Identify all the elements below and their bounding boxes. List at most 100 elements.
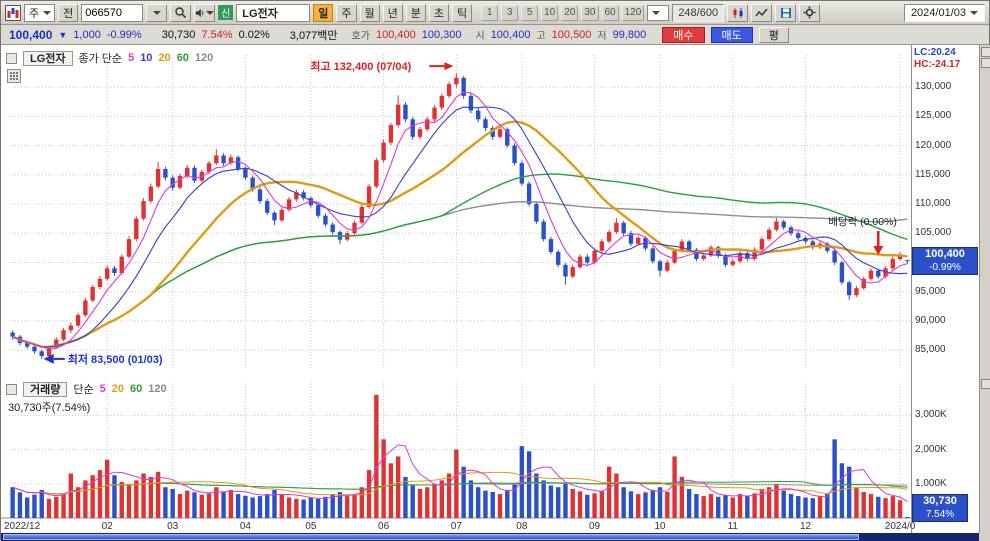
hoga-label: 호가 [351,31,370,42]
turnover-pct: 0.02% [238,28,270,41]
x-axis-label: 11 [727,521,738,532]
x-axis-label: 08 [516,521,528,532]
price-chart[interactable]: 최고 132,400 (07/04) 최저 83,500 (01/03) 배당락 (… [1,45,990,377]
save-button[interactable] [775,3,797,22]
timeframe-tick-button[interactable]: 틱 [452,3,473,22]
app-icon [5,4,21,21]
buy-button[interactable]: 매수 [662,26,705,43]
collapse-icon[interactable] [6,383,17,395]
interval-button-120[interactable]: 120 [621,4,645,21]
interval-button-10[interactable]: 10 [541,4,559,21]
x-axis-label: 04 [239,521,251,532]
bar-counter: 248/600 [672,3,725,22]
right-scroll-strip[interactable] [979,45,990,533]
collapse-icon[interactable] [6,52,17,64]
vol-ma20-label: 20 [111,383,124,395]
volume-chart[interactable] [1,377,990,519]
stock-code-input[interactable] [81,3,144,22]
sell-button[interactable]: 매도 [710,26,753,43]
x-axis-label: 09 [589,521,601,532]
badge-volume: 30,730 [923,494,957,507]
chevron-down-icon [152,10,161,19]
speaker-icon [196,8,204,17]
vol-ma120-label: 120 [148,383,167,395]
open-label: 시 [475,31,485,42]
quote-bar: 100,400 ▼ 1,000 -0.99% 30,730 7.54% 0.02… [1,25,989,45]
avg-button[interactable]: 평 [758,26,789,43]
high-label: 고 [536,31,546,42]
interval-button-5[interactable]: 5 [521,4,539,21]
timeframe-day-button[interactable]: 일 [313,3,334,22]
chevron-down-icon [652,10,661,19]
lc-label: LC:20.24 [914,47,956,58]
timeframe-month-button[interactable]: 월 [359,3,380,22]
x-axis-label: 06 [378,521,390,532]
interval-button-1[interactable]: 1 [481,4,499,21]
interval-button-30[interactable]: 30 [581,4,599,21]
timeframe-week-button[interactable]: 주 [336,3,357,22]
ma60-label: 60 [176,52,189,64]
volume-current-label: 30,730주(7.54%) [8,399,90,415]
volume-value: 30,730 [161,28,196,41]
current-volume-badge: 30,730 7.54% [912,493,968,522]
price-legend-title: LG전자 [23,50,73,66]
stock-name-field: LG전자 [236,3,311,22]
asset-type-value: 주 [29,7,40,20]
search-button[interactable] [170,3,192,22]
open-price: 100,400 [490,28,531,41]
save-icon [780,7,791,18]
low-annotation: 최저 83,500 (01/03) [68,352,163,366]
x-axis-label: 12 [799,521,812,532]
jun-button[interactable]: 전 [58,3,79,22]
date-field[interactable]: 2024/01/03 [903,3,985,22]
chevron-down-icon [43,10,52,19]
volume-current-value: 30,730주(7.54%) [8,402,91,414]
code-dropdown-button[interactable] [146,3,168,22]
high-annotation: 최고 132,400 (07/04) [310,59,411,73]
x-axis-label: 05 [305,521,317,532]
ask-price: 100,400 [375,28,416,41]
volume-axis-button[interactable] [981,379,990,389]
chevron-down-icon [206,10,215,19]
resize-corner [979,533,990,541]
price-change-pct: -0.99% [106,28,142,41]
vol-ma60-label: 60 [130,383,143,395]
badge-price: 100,400 [925,248,965,261]
line-chart-icon [755,8,768,16]
price-change: 1,000 [73,28,101,41]
trade-value: 3,077백만 [289,29,338,42]
axis-separator [911,45,912,533]
vol-ma5-label: 5 [99,383,106,395]
low-arrow-icon [43,353,54,364]
interval-button-60[interactable]: 60 [601,4,619,21]
dividend-annotation: 배당락 (0.00%) [828,216,897,228]
badge-price-pct: -0.99% [929,262,961,274]
current-price: 100,400 [9,27,53,42]
down-arrow-icon: ▼ [58,29,68,40]
toolbar: 주 전 신 LG전자 일 주 월 년 분 초 틱 1 3 5 10 20 30 … [1,1,989,25]
timeframe-second-button[interactable]: 초 [428,3,449,22]
date-value: 2024/01/03 [910,6,966,19]
x-axis-label: 03 [167,521,179,532]
interval-button-20[interactable]: 20 [561,4,579,21]
axis-zoom-out-button[interactable] [981,58,990,68]
axis-zoom-in-button[interactable] [981,47,990,57]
interval-combo[interactable] [647,4,670,21]
settings-button[interactable] [799,3,821,22]
sound-button[interactable] [194,3,216,22]
scrollbar-thumb[interactable] [3,534,859,540]
volume-ratio: 7.54% [201,28,233,41]
candle-style-button[interactable] [727,3,749,22]
timeframe-year-button[interactable]: 년 [382,3,403,22]
line-style-button[interactable] [751,3,773,22]
x-axis-label: 2022/12 [4,521,41,532]
interval-button-3[interactable]: 3 [501,4,519,21]
asset-type-combo[interactable]: 주 [24,3,56,22]
price-legend: LG전자 종가 단순 5 10 20 60 120 [6,50,213,66]
x-axis-label: 2024/0 [884,521,916,532]
high-price: 100,500 [551,28,592,41]
bid-price: 100,300 [421,28,462,41]
candlestick-icon [733,7,743,18]
grid-tool-icon[interactable] [7,69,21,83]
timeframe-minute-button[interactable]: 분 [405,3,426,22]
